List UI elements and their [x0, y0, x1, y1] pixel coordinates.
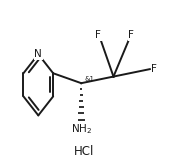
Text: &1: &1 — [84, 76, 94, 82]
Text: NH$_2$: NH$_2$ — [71, 122, 92, 136]
Text: N: N — [34, 49, 42, 59]
Text: F: F — [128, 30, 134, 40]
Text: F: F — [151, 64, 157, 74]
Text: F: F — [95, 30, 101, 40]
Text: HCl: HCl — [74, 145, 94, 158]
